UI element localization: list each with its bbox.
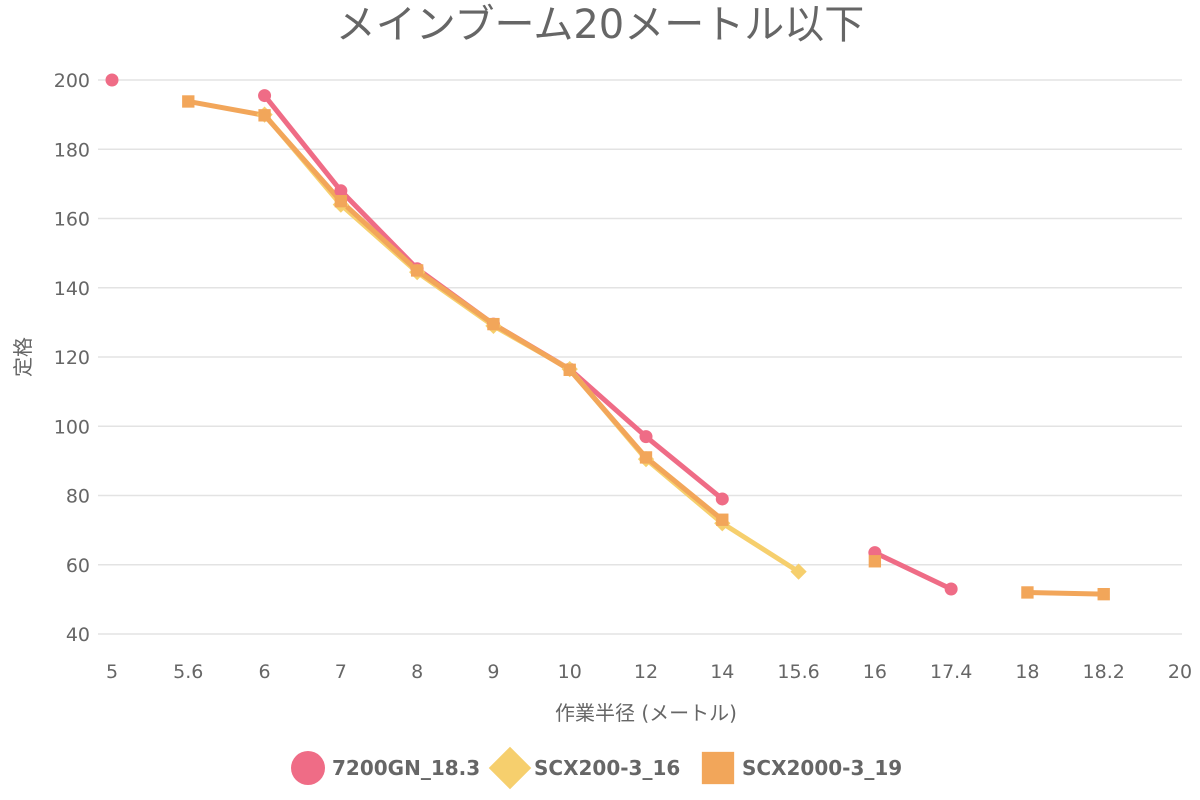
data-point — [258, 109, 271, 122]
x-tick-label: 17.4 — [930, 661, 972, 683]
legend-marker — [291, 751, 325, 785]
data-point — [944, 582, 958, 596]
x-tick-label: 14 — [710, 661, 734, 683]
legend-label: SCX200-3_16 — [534, 756, 680, 780]
x-tick-label: 5 — [106, 661, 118, 683]
y-tick-label: 180 — [54, 139, 90, 161]
data-point — [639, 451, 653, 464]
x-tick-label: 12 — [634, 661, 658, 683]
x-tick-label: 20 — [1168, 661, 1192, 683]
data-point — [790, 563, 807, 580]
series-lines — [185, 93, 1107, 597]
legend-marker — [701, 751, 735, 785]
y-tick-label: 200 — [54, 70, 90, 92]
legend: 7200GN_18.3 SCX200-3_16 SCX2000-3_19 — [291, 746, 902, 790]
data-point — [868, 555, 882, 568]
gridlines — [98, 79, 1182, 635]
x-tick-label: 18.2 — [1083, 661, 1125, 683]
data-point — [716, 513, 729, 526]
data-point — [563, 363, 576, 376]
y-tick-label: 40 — [66, 624, 90, 646]
chart-title: メインブーム20メートル以下 — [336, 2, 865, 48]
y-tick-label: 140 — [54, 278, 90, 300]
data-point — [1021, 586, 1034, 599]
x-tick-label: 6 — [259, 661, 271, 683]
data-point — [487, 317, 500, 331]
x-tick-label: 10 — [558, 661, 582, 683]
x-tick-label: 9 — [487, 661, 499, 683]
x-axis-label: 作業半径 (メートル) — [555, 701, 737, 725]
series-markers — [105, 73, 1110, 601]
legend-label: 7200GN_18.3 — [332, 756, 480, 780]
data-point — [715, 492, 729, 506]
data-point — [105, 73, 119, 87]
x-tick-label: 18 — [1015, 661, 1039, 683]
data-point — [1097, 588, 1110, 601]
data-point — [182, 95, 195, 108]
y-axis-ticks: 40 60 80 100 120 140 160 180 200 — [54, 70, 90, 646]
data-point — [334, 184, 348, 198]
series-line — [1024, 589, 1107, 597]
legend-marker — [488, 746, 532, 790]
legend-item: SCX2000-3_19 — [701, 751, 902, 785]
series-line — [185, 98, 725, 523]
x-tick-label: 8 — [411, 661, 423, 683]
x-tick-label: 7 — [335, 661, 347, 683]
x-tick-label: 16 — [863, 661, 887, 683]
y-axis-label: 定格 — [11, 337, 35, 377]
data-point — [334, 195, 348, 208]
legend-item: SCX200-3_16 — [488, 746, 680, 790]
x-tick-label: 5.6 — [173, 661, 203, 683]
data-point — [410, 264, 424, 277]
legend-item: 7200GN_18.3 — [291, 751, 480, 785]
y-tick-label: 80 — [66, 486, 90, 508]
series-line — [872, 550, 954, 592]
data-point — [639, 430, 653, 444]
legend-label: SCX2000-3_19 — [742, 756, 902, 780]
y-tick-label: 100 — [54, 416, 90, 438]
x-axis-ticks: 5 5.6 6 7 8 9 10 12 14 15.6 16 17.4 18 18.2 20 — [106, 661, 1192, 683]
x-tick-label: 15.6 — [777, 661, 819, 683]
series-line — [262, 93, 725, 502]
y-tick-label: 160 — [54, 209, 90, 231]
y-tick-label: 60 — [66, 555, 90, 577]
data-point — [258, 89, 272, 103]
y-tick-label: 120 — [54, 347, 90, 369]
